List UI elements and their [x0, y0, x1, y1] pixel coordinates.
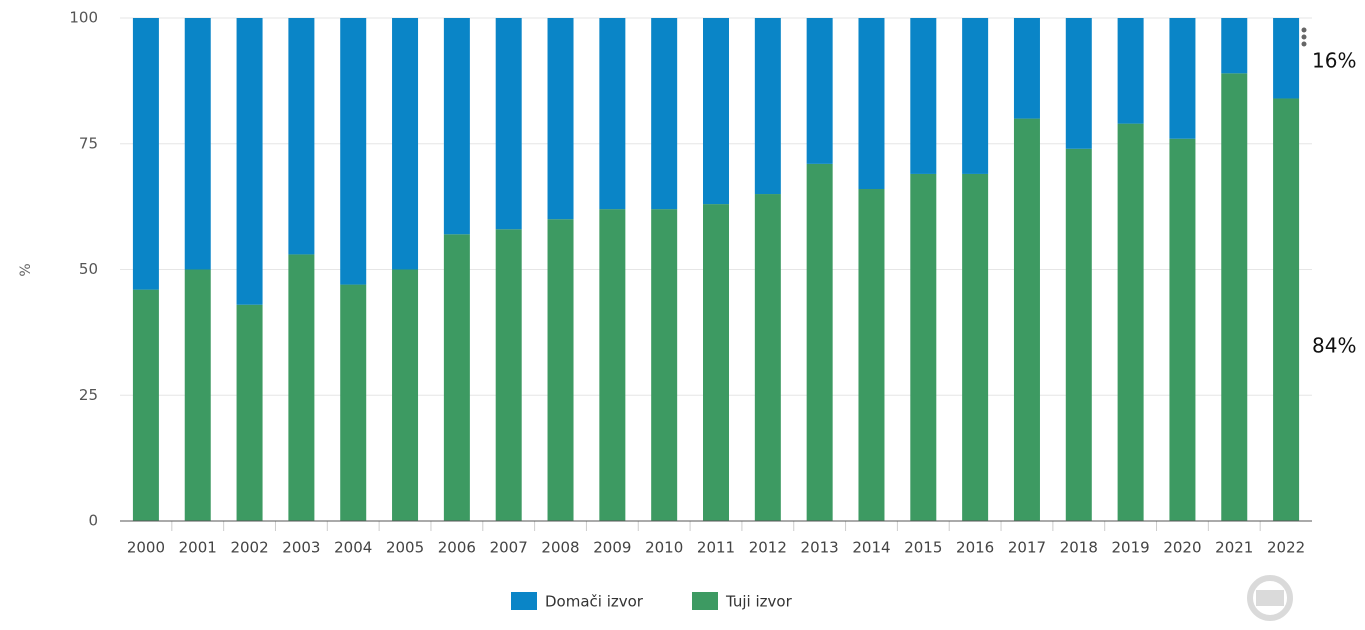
x-tick-label: 2015 — [904, 539, 942, 557]
bar-segment — [132, 289, 159, 521]
bar-segment — [1013, 18, 1040, 119]
x-tick-label: 2021 — [1215, 539, 1253, 557]
bar-segment — [1065, 148, 1092, 521]
x-tick-label: 2010 — [645, 539, 683, 557]
annotation: 84% — [1312, 334, 1356, 358]
bar-segment — [806, 163, 833, 521]
bar-segment — [547, 219, 574, 521]
bar-segment — [288, 18, 315, 255]
bar-segment — [962, 173, 989, 521]
y-tick-label: 50 — [79, 260, 98, 278]
x-tick-label: 2017 — [1008, 539, 1046, 557]
x-tick-label: 2014 — [852, 539, 890, 557]
x-tick-label: 2013 — [801, 539, 839, 557]
x-tick-label: 2009 — [593, 539, 631, 557]
legend-label: Domači izvor — [545, 593, 644, 611]
y-tick-label: 75 — [79, 134, 98, 152]
bar-segment — [443, 234, 470, 522]
bar-segment — [495, 229, 522, 521]
x-tick-label: 2012 — [749, 539, 787, 557]
x-tick-label: 2004 — [334, 539, 372, 557]
x-tick-label: 2022 — [1267, 539, 1305, 557]
bar-segment — [1169, 18, 1196, 139]
bar-segment — [910, 173, 937, 521]
legend-label: Tuji izvor — [725, 593, 793, 611]
legend-swatch — [692, 592, 718, 610]
y-tick-label: 25 — [79, 386, 98, 404]
bar-segment — [910, 18, 937, 174]
bar-segment — [1273, 18, 1300, 99]
bar-segment — [1117, 123, 1144, 521]
bar-segment — [651, 18, 678, 210]
bar-segment — [599, 18, 626, 210]
bar-segment — [236, 18, 263, 305]
x-tick-label: 2007 — [490, 539, 528, 557]
bar-segment — [703, 18, 729, 205]
x-tick-label: 2018 — [1060, 539, 1098, 557]
annotation: 16% — [1312, 49, 1356, 73]
logo — [1247, 575, 1293, 621]
x-tick-label: 2008 — [541, 539, 579, 557]
bar-segment — [236, 304, 263, 521]
y-axis-label: % — [18, 263, 34, 276]
bar-segment — [340, 284, 367, 521]
y-tick-label: 0 — [88, 512, 98, 530]
bar-segment — [703, 204, 729, 522]
x-tick-label: 2016 — [956, 539, 994, 557]
bar-segment — [288, 254, 315, 521]
bar-segment — [495, 18, 522, 230]
x-tick-label: 2005 — [386, 539, 424, 557]
bar-segment — [1221, 18, 1248, 74]
bar-segment — [754, 194, 781, 522]
bar-segment — [754, 18, 781, 195]
x-tick-label: 2003 — [282, 539, 320, 557]
bar-segment — [184, 18, 211, 270]
bar-segment — [1169, 138, 1196, 521]
x-tick-label: 2011 — [697, 539, 735, 557]
bar-segment — [858, 189, 885, 521]
bar-segment — [599, 209, 626, 521]
bar-segment — [806, 18, 833, 164]
x-tick-label: 2000 — [127, 539, 165, 557]
x-tick-label: 2019 — [1112, 539, 1150, 557]
bar-segment — [184, 269, 211, 521]
menu-icon[interactable] — [1301, 27, 1307, 47]
bar-segment — [1013, 118, 1040, 521]
bar-segment — [443, 18, 470, 235]
bar-segment — [132, 18, 159, 290]
legend-swatch — [511, 592, 537, 610]
bar-segment — [340, 18, 367, 285]
bar-segment — [392, 18, 419, 270]
bar-segment — [1273, 98, 1300, 521]
x-tick-label: 2020 — [1163, 539, 1201, 557]
x-tick-label: 2002 — [230, 539, 268, 557]
bar-segment — [651, 209, 678, 521]
bar-segment — [1117, 18, 1144, 124]
x-tick-label: 2001 — [179, 539, 217, 557]
bar-segment — [858, 18, 885, 190]
y-tick-label: 100 — [69, 9, 98, 27]
bar-segment — [392, 269, 419, 521]
x-tick-label: 2006 — [438, 539, 476, 557]
bar-segment — [1065, 18, 1092, 149]
bar-segment — [547, 18, 574, 220]
bar-segment — [962, 18, 989, 174]
bar-segment — [1221, 73, 1248, 521]
